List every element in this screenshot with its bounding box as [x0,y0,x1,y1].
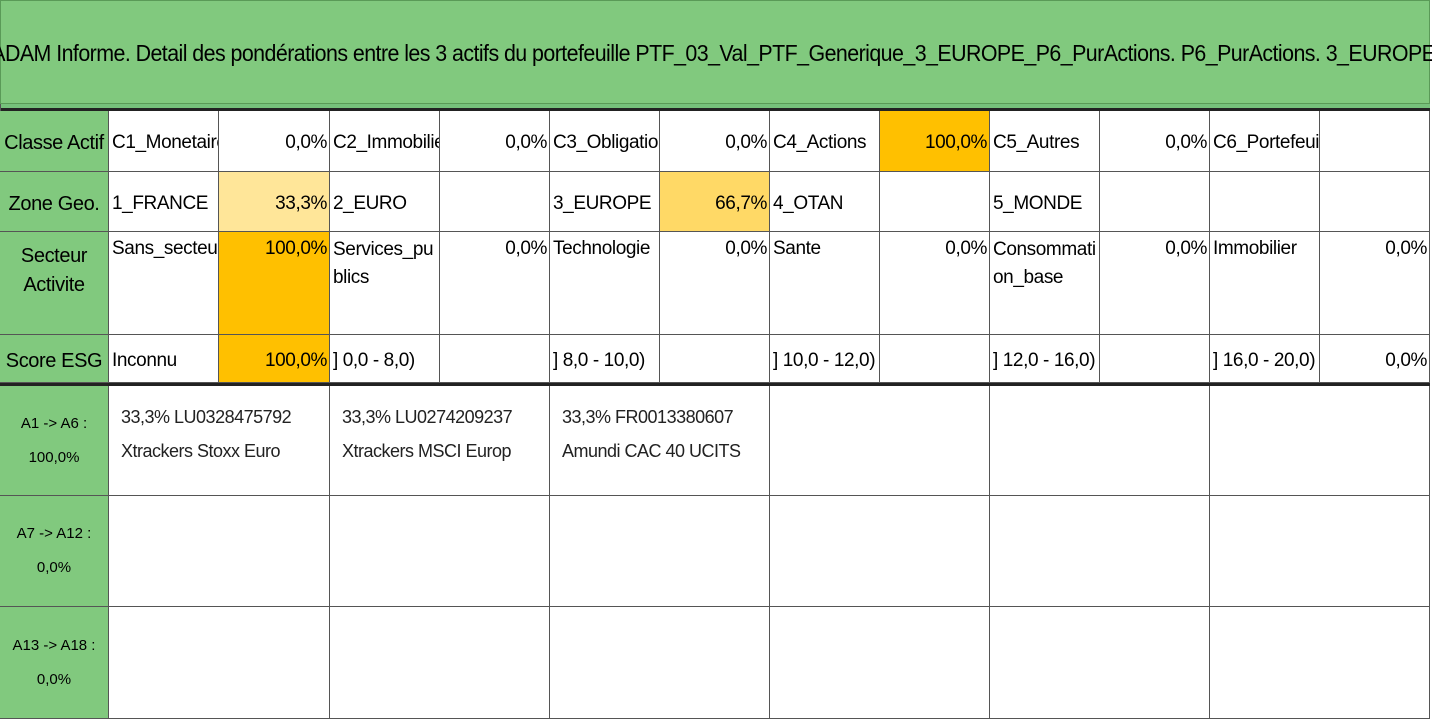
asset-cell-empty [990,386,1210,496]
zone-geo-value [1100,172,1210,232]
score-esg-value: 0,0% [1320,335,1430,383]
zone-geo-value [440,172,550,232]
asset-cell-empty [330,607,550,719]
assets-table: A1 -> A6 : 100,0% 33,3% LU0328475792 Xtr… [0,386,1430,719]
asset-cell-empty [990,496,1210,607]
asset-weight-isin: 33,3% LU0274209237 [342,407,513,427]
score-esg-name: ] 12,0 - 16,0) [990,335,1100,383]
row-header-classe-actif: Classe Actif [0,111,109,172]
secteur-value-highlighted: 100,0% [219,232,330,335]
classe-actif-value: 0,0% [1100,111,1210,172]
classe-actif-value-highlighted: 100,0% [880,111,990,172]
secteur-value: 0,0% [1100,232,1210,335]
table-top-rule [0,108,1430,111]
secteur-name: Sans_secteur [109,232,219,335]
report-title: ADAM Informe. Detail des pondérations en… [0,39,1432,66]
secteur-value: 0,0% [1320,232,1430,335]
secteur-name: Technologie [550,232,660,335]
asset-cell-empty [550,496,770,607]
asset-cell: 33,3% LU0274209237 Xtrackers MSCI Europ [330,386,550,496]
asset-cell-empty [1210,607,1430,719]
classe-actif-value: 0,0% [440,111,550,172]
asset-name: Amundi CAC 40 UCITS [562,441,741,461]
secteur-value: 0,0% [880,232,990,335]
asset-weight-isin: 33,3% FR0013380607 [562,407,734,427]
asset-name: Xtrackers Stoxx Euro [121,441,281,461]
row-header-secteur-activite: Secteur Activite [0,232,109,335]
asset-group-header: A13 -> A18 : 0,0% [0,607,109,719]
report-title-banner: ADAM Informe. Detail des pondérations en… [0,0,1432,104]
asset-cell: 33,3% FR0013380607 Amundi CAC 40 UCITS [550,386,770,496]
secteur-name: Immobilier [1210,232,1320,335]
secteur-value: 0,0% [440,232,550,335]
zone-geo-value [1320,172,1430,232]
score-esg-value [660,335,770,383]
secteur-value: 0,0% [660,232,770,335]
score-esg-value [1100,335,1210,383]
score-esg-name: ] 10,0 - 12,0) [770,335,880,383]
classe-actif-name: C4_Actions [770,111,880,172]
table-mid-rule [0,383,1430,386]
asset-cell-empty [109,496,330,607]
secteur-name: Consommation_base [990,232,1100,335]
banner-separator [0,104,1430,109]
asset-group-header: A7 -> A12 : 0,0% [0,496,109,607]
zone-geo-name: 2_EURO [330,172,440,232]
asset-cell-empty [770,607,990,719]
classe-actif-name: C5_Autres [990,111,1100,172]
row-header-zone-geo: Zone Geo. [0,172,109,232]
classe-actif-name: C3_Obligations [550,111,660,172]
score-esg-name: ] 8,0 - 10,0) [550,335,660,383]
zone-geo-value-highlighted: 66,7% [660,172,770,232]
row-header-score-esg: Score ESG [0,335,109,383]
asset-cell-empty [1210,496,1430,607]
score-esg-value-highlighted: 100,0% [219,335,330,383]
score-esg-value [880,335,990,383]
asset-cell-empty [770,496,990,607]
classe-actif-value: 0,0% [660,111,770,172]
asset-cell: 33,3% LU0328475792 Xtrackers Stoxx Euro [109,386,330,496]
zone-geo-name: 1_FRANCE [109,172,219,232]
secteur-name: Services_publics [330,232,440,335]
zone-geo-value-highlighted: 33,3% [219,172,330,232]
zone-geo-name: 5_MONDE [990,172,1100,232]
zone-geo-name [1210,172,1320,232]
classe-actif-name: C2_Immobilier [330,111,440,172]
asset-cell-empty [109,607,330,719]
score-esg-name: Inconnu [109,335,219,383]
asset-group-header: A1 -> A6 : 100,0% [0,386,109,496]
classe-actif-name: C6_Portefeuill [1210,111,1320,172]
asset-cell-empty [990,607,1210,719]
asset-name: Xtrackers MSCI Europ [342,441,512,461]
asset-cell-empty [550,607,770,719]
zone-geo-value [880,172,990,232]
asset-weight-isin: 33,3% LU0328475792 [121,407,292,427]
zone-geo-name: 4_OTAN [770,172,880,232]
asset-cell-empty [330,496,550,607]
secteur-name: Sante [770,232,880,335]
allocation-table: Classe Actif C1_Monetaire 0,0% C2_Immobi… [0,111,1430,383]
classe-actif-value [1320,111,1430,172]
asset-cell-empty [1210,386,1430,496]
score-esg-name: ] 0,0 - 8,0) [330,335,440,383]
classe-actif-value: 0,0% [219,111,330,172]
classe-actif-name: C1_Monetaire [109,111,219,172]
score-esg-value [440,335,550,383]
zone-geo-name: 3_EUROPE [550,172,660,232]
asset-cell-empty [770,386,990,496]
score-esg-name: ] 16,0 - 20,0) [1210,335,1320,383]
